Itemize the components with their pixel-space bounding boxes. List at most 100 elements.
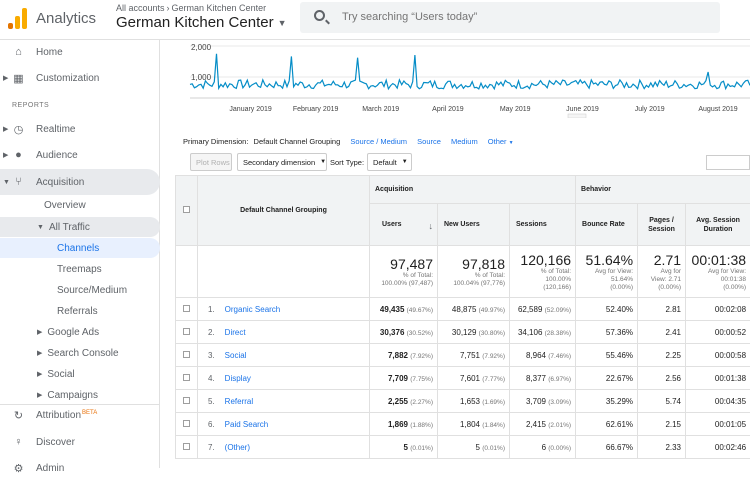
caret-down-icon[interactable]: ▼	[278, 18, 287, 28]
dimension-option-source-medium[interactable]: Source / Medium	[350, 137, 407, 146]
sidebar-item-google-ads[interactable]: ▶Google Ads	[37, 322, 99, 342]
column-header-bounce-rate[interactable]: Bounce Rate	[576, 204, 638, 246]
expand-arrow-icon[interactable]: ▶	[37, 370, 42, 378]
collapse-arrow-icon[interactable]: ▼	[37, 224, 44, 231]
sidebar-item-home[interactable]: ⌂Home	[0, 39, 160, 65]
channel-link[interactable]: Organic Search	[225, 305, 281, 314]
sidebar-item-treemaps[interactable]: Treemaps	[57, 259, 102, 279]
sessions-value: 3,709	[526, 397, 546, 406]
column-label[interactable]: Users	[382, 221, 401, 228]
expand-arrow-icon[interactable]: ▶	[3, 151, 8, 159]
column-header-pages-session[interactable]: Pages / Session	[638, 204, 686, 246]
caret-down-icon[interactable]: ▼	[509, 140, 514, 146]
sidebar-item-attribution[interactable]: ↻AttributionBETA	[0, 402, 160, 428]
dimension-option-source[interactable]: Source	[417, 137, 441, 146]
channel-link[interactable]: Paid Search	[225, 420, 269, 429]
sidebar-item-search-console[interactable]: ▶ Search Console	[37, 343, 119, 363]
expand-arrow-icon[interactable]: ▶	[3, 74, 8, 82]
table-row[interactable]: 3.Social 7,882 (7.92%) 7,751 (7.92%) 8,9…	[176, 344, 750, 367]
nav-label: Search Console	[47, 348, 118, 359]
totals-cell-empty	[198, 246, 370, 298]
row-select-cell	[176, 390, 198, 413]
sidebar-item-referrals[interactable]: Referrals	[57, 301, 98, 321]
search-placeholder[interactable]: Try searching “Users today”	[342, 11, 477, 23]
sort-type-value[interactable]: Default	[373, 158, 397, 167]
users-series-line[interactable]	[190, 54, 750, 89]
expand-arrow-icon[interactable]: ▶	[37, 349, 42, 357]
account-breadcrumb[interactable]: All accounts›German Kitchen Center	[116, 3, 266, 13]
row-select-cell	[176, 436, 198, 459]
row-checkbox[interactable]	[183, 328, 190, 335]
select-all-checkbox[interactable]	[183, 206, 190, 213]
expand-arrow-icon[interactable]: ▶	[37, 328, 42, 336]
plot-rows-button[interactable]: Plot Rows	[190, 153, 232, 171]
new-users-cell: 1,804 (1.84%)	[438, 413, 510, 436]
sidebar-item-all-traffic[interactable]: ▼All Traffic	[0, 217, 160, 237]
sessions-value: 6	[542, 443, 546, 452]
column-header-new-users[interactable]: New Users	[438, 204, 510, 246]
row-checkbox[interactable]	[183, 397, 190, 404]
column-header-avg-session-duration[interactable]: Avg. Session Duration	[686, 204, 750, 246]
column-header-sessions[interactable]: Sessions	[510, 204, 576, 246]
sidebar-item-overview[interactable]: Overview	[44, 195, 86, 215]
collapse-arrow-icon[interactable]: ▼	[3, 179, 10, 186]
other-label[interactable]: Other	[488, 137, 507, 146]
sidebar-item-social[interactable]: ▶Social	[37, 364, 75, 384]
sidebar-item-admin[interactable]: ⚙Admin	[0, 455, 160, 481]
chart-resize-handle[interactable]	[568, 114, 586, 118]
row-checkbox[interactable]	[183, 305, 190, 312]
sidebar-item-discover[interactable]: ♀Discover	[0, 429, 160, 455]
expand-arrow-icon[interactable]: ▶	[37, 391, 42, 399]
row-checkbox[interactable]	[183, 374, 190, 381]
total-sub: (120,166)	[510, 284, 571, 292]
row-checkbox[interactable]	[183, 420, 190, 427]
sidebar-item-channels[interactable]: Channels	[0, 238, 160, 258]
search-box[interactable]: Try searching “Users today”	[300, 2, 720, 33]
row-checkbox[interactable]	[183, 443, 190, 450]
total-users: 97,487% of Total:100.00% (97,487)	[370, 246, 438, 298]
sidebar-item-acquisition[interactable]: ▼⑂Acquisition	[0, 169, 160, 195]
table-row[interactable]: 6.Paid Search 1,869 (1.88%) 1,804 (1.84%…	[176, 413, 750, 436]
column-header-users[interactable]: Users ↓	[370, 204, 438, 246]
column-header-channel-grouping[interactable]: Default Channel Grouping	[198, 176, 370, 246]
dimension-option-other[interactable]: Other ▼	[488, 137, 514, 146]
pages-session-cell: 2.81	[638, 298, 686, 321]
caret-down-icon[interactable]: ▼	[402, 159, 408, 165]
sidebar-item-source-medium[interactable]: Source/Medium	[57, 280, 127, 300]
table-row[interactable]: 1.Organic Search 49,435 (49.67%) 48,875 …	[176, 298, 750, 321]
total-value: 2.71	[638, 252, 681, 268]
channel-link[interactable]: Referral	[225, 397, 253, 406]
property-selector[interactable]: German Kitchen Center ▼	[116, 14, 287, 31]
channel-link[interactable]: (Other)	[225, 443, 250, 452]
sidebar-item-customization[interactable]: ▶▦Customization	[0, 65, 160, 91]
secondary-dimension-label[interactable]: Secondary dimension	[243, 158, 315, 167]
table-filter-input[interactable]	[706, 155, 750, 170]
account-path[interactable]: All accounts	[116, 3, 165, 13]
sidebar-item-audience[interactable]: ▶●Audience	[0, 142, 160, 168]
row-index: 2.	[208, 328, 215, 337]
row-checkbox[interactable]	[183, 351, 190, 358]
table-row[interactable]: 4.Display 7,709 (7.75%) 7,601 (7.77%) 8,…	[176, 367, 750, 390]
total-sub: View: 2.71	[638, 276, 681, 284]
channel-link[interactable]: Direct	[225, 328, 246, 337]
sidebar-item-realtime[interactable]: ▶◷Realtime	[0, 116, 160, 142]
dimension-option-medium[interactable]: Medium	[451, 137, 478, 146]
table-row[interactable]: 7.(Other) 5 (0.01%) 5 (0.01%) 6 (0.00%) …	[176, 436, 750, 459]
expand-arrow-icon[interactable]: ▶	[3, 125, 8, 133]
sort-type-dropdown[interactable]: Default ▼	[367, 153, 412, 171]
caret-down-icon[interactable]: ▼	[320, 159, 326, 165]
table-row[interactable]: 2.Direct 30,376 (30.52%) 30,129 (30.80%)…	[176, 321, 750, 344]
gear-icon: ⚙	[12, 462, 25, 475]
channel-link[interactable]: Social	[225, 351, 247, 360]
property-name[interactable]: German Kitchen Center	[116, 14, 274, 31]
sort-descending-icon[interactable]: ↓	[429, 221, 434, 231]
search-icon[interactable]	[314, 10, 325, 21]
sessions-value: 62,589	[518, 305, 542, 314]
secondary-dimension-dropdown[interactable]: Secondary dimension ▼	[237, 153, 327, 171]
table-row[interactable]: 5.Referral 2,255 (2.27%) 1,653 (1.69%) 3…	[176, 390, 750, 413]
account-sub[interactable]: German Kitchen Center	[172, 3, 267, 13]
channel-link[interactable]: Display	[225, 374, 251, 383]
row-index: 6.	[208, 420, 215, 429]
new-users-percent: (49.97%)	[479, 307, 505, 314]
